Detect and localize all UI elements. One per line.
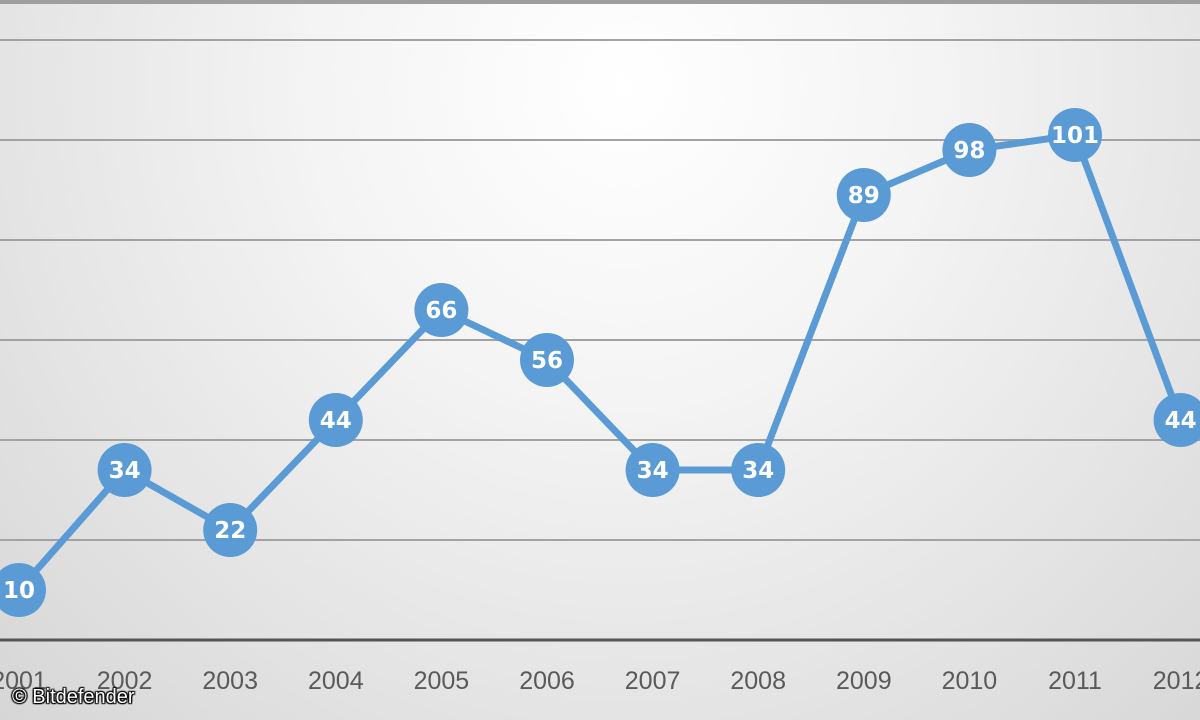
series-layer: 10 34 22 44 66 56 34 34 89 98 101 44 — [0, 108, 1200, 617]
frame-top-border — [0, 0, 1200, 4]
data-label: 44 — [1165, 408, 1197, 434]
data-label: 34 — [109, 458, 141, 484]
data-point — [836, 168, 891, 222]
data-point — [0, 563, 46, 617]
x-tick-label: 2009 — [836, 667, 892, 695]
x-tick-label: 2010 — [942, 667, 998, 695]
x-tick-label: 2007 — [625, 667, 681, 695]
data-label: 44 — [320, 408, 352, 434]
data-label: 101 — [1051, 123, 1099, 149]
data-label: 34 — [637, 458, 669, 484]
x-tick-label: 2004 — [308, 667, 364, 695]
data-label: 10 — [3, 578, 35, 604]
data-label: 66 — [425, 298, 457, 324]
x-tick-label: 2006 — [519, 667, 575, 695]
data-point — [625, 443, 680, 497]
x-tick-label: 2002 — [97, 667, 153, 695]
data-label: 56 — [531, 348, 563, 374]
data-point — [1153, 393, 1200, 447]
data-point — [308, 393, 363, 447]
x-tick-label: 2005 — [414, 667, 470, 695]
x-tick-labels: 2001 2002 2003 2004 2005 2006 2007 2008 2009 2010… — [0, 667, 1200, 695]
data-label: 34 — [742, 458, 774, 484]
data-label: 98 — [953, 138, 985, 164]
x-tick-label: 2008 — [730, 667, 786, 695]
data-point — [731, 443, 786, 497]
data-point — [203, 503, 258, 557]
x-tick-label: 2011 — [1048, 667, 1102, 695]
data-label: 89 — [848, 183, 880, 209]
series-line — [15, 131, 1185, 594]
data-label: 22 — [214, 518, 246, 544]
data-point — [414, 283, 469, 337]
data-point — [520, 333, 574, 387]
x-tick-label: 2003 — [202, 667, 258, 695]
data-point — [97, 443, 152, 497]
x-tick-label: 2012 — [1153, 667, 1200, 695]
data-point — [1048, 108, 1102, 162]
x-tick-label: 2001 — [0, 667, 47, 695]
data-point — [942, 123, 997, 177]
copyright-notice: © Bitdefender — [12, 686, 135, 708]
gridlines — [0, 39, 1200, 541]
